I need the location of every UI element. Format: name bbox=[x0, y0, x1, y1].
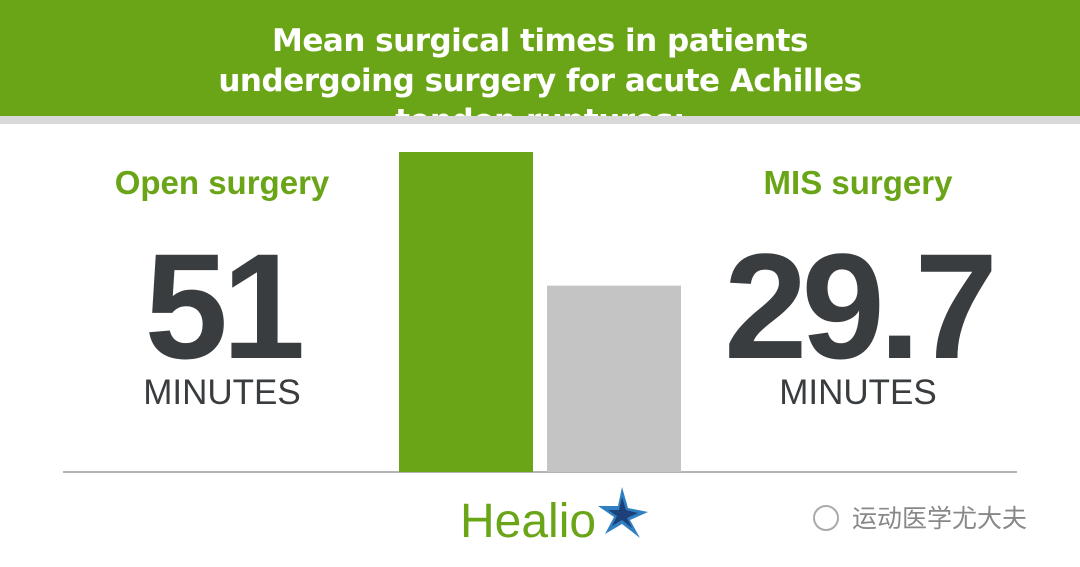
logo: Healio bbox=[460, 495, 596, 548]
category-label: MIS surgery bbox=[764, 164, 954, 201]
value-label: 29.7 bbox=[724, 222, 992, 390]
bar bbox=[547, 285, 681, 472]
healio-star bbox=[598, 487, 648, 538]
wechat-icon bbox=[813, 505, 839, 531]
unit-label: MINUTES bbox=[779, 373, 937, 412]
watermark: 运动医学尤大夫 bbox=[852, 505, 1027, 533]
value-label: 51 bbox=[145, 222, 302, 390]
unit-label: MINUTES bbox=[143, 373, 301, 412]
title-box: Mean surgical times in patients undergoi… bbox=[218, 23, 862, 116]
header-band bbox=[0, 0, 1080, 116]
header-stripe bbox=[0, 116, 1080, 124]
chart-title: Mean surgical times in patients undergoi… bbox=[218, 23, 862, 116]
category-label: Open surgery bbox=[115, 164, 330, 201]
bar bbox=[399, 152, 533, 472]
